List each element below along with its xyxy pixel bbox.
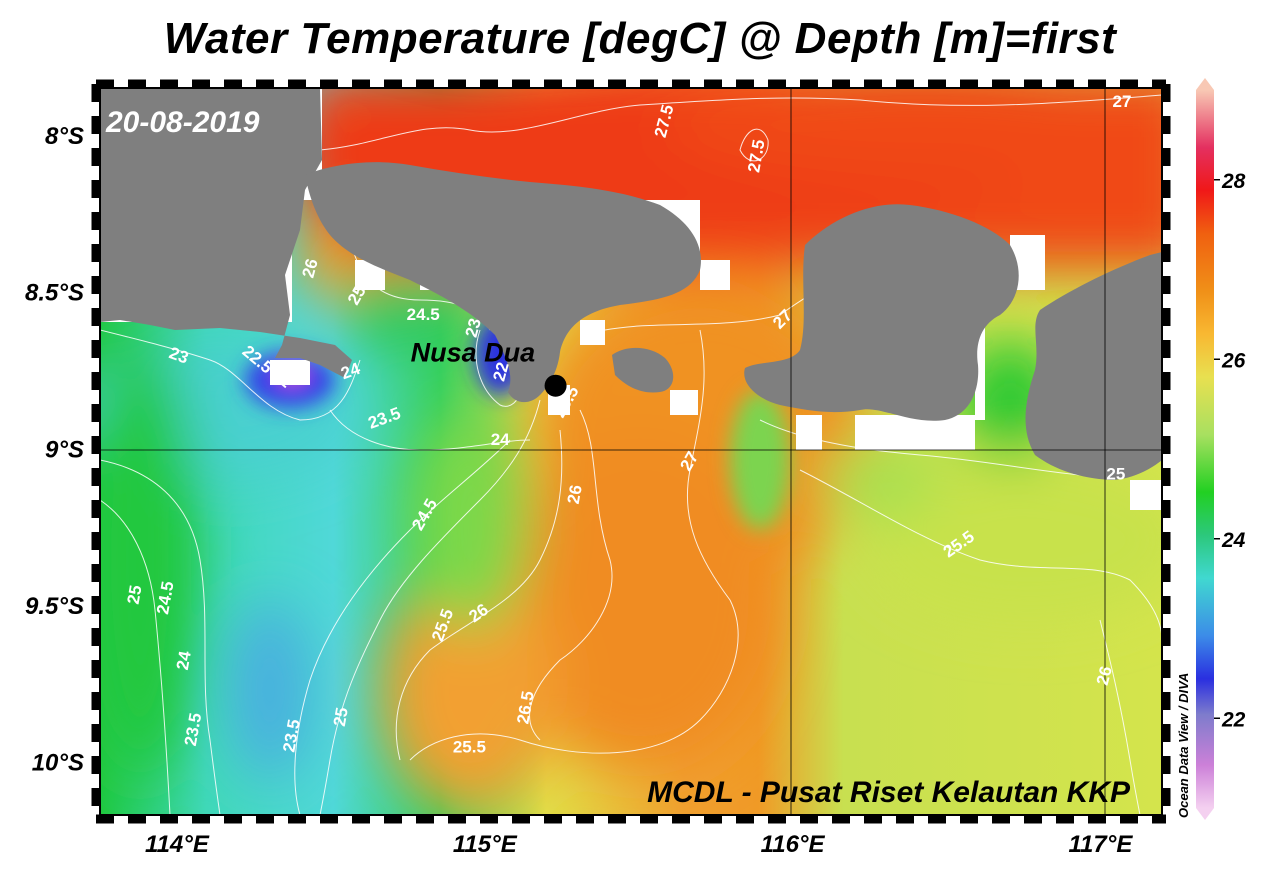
lon-tick-label: 117°E bbox=[1068, 831, 1133, 858]
contour-lines bbox=[100, 94, 1162, 815]
colorbar-tick-label: 28 bbox=[1221, 170, 1246, 193]
lon-tick-label: 115°E bbox=[453, 831, 518, 858]
colorbar: 22 24 26 28 bbox=[1196, 78, 1246, 820]
credit-label: MCDL - Pusat Riset Kelautan KKP bbox=[647, 776, 1131, 809]
sumbawa-island bbox=[1025, 252, 1162, 480]
colorbar-tick-label: 26 bbox=[1221, 349, 1246, 372]
map-title: Water Temperature [degC] @ Depth [m]=fir… bbox=[163, 14, 1117, 63]
date-label: 20-08-2019 bbox=[105, 106, 260, 139]
lombok-island bbox=[744, 204, 1019, 421]
contour-label: 22 bbox=[489, 360, 512, 383]
contour-label: 24 bbox=[173, 649, 195, 671]
java-island bbox=[100, 88, 352, 378]
colorbar-bottom-arrow bbox=[1196, 808, 1214, 820]
contour-label: 23 bbox=[462, 316, 485, 339]
station-marker[interactable]: Nusa Dua bbox=[411, 338, 567, 397]
software-label: Ocean Data View / DIVA bbox=[1176, 673, 1191, 818]
contour-label: 25 bbox=[330, 706, 352, 728]
contour-label: 25.5 bbox=[453, 737, 486, 756]
colorbar-tick-label: 22 bbox=[1221, 708, 1246, 731]
contour-label: 26 bbox=[564, 483, 586, 505]
contour-label: 27 bbox=[1113, 92, 1132, 111]
lat-tick-label: 8.5°S bbox=[25, 280, 84, 307]
lat-tick-label: 9.5°S bbox=[25, 593, 84, 620]
contour-label: 25 bbox=[1106, 465, 1125, 484]
colorbar-tick-label: 24 bbox=[1221, 529, 1246, 552]
colorbar-top-arrow bbox=[1196, 78, 1214, 90]
lat-tick-label: 9°S bbox=[45, 436, 84, 463]
station-label: Nusa Dua bbox=[411, 338, 536, 368]
nusa-penida-island bbox=[612, 347, 674, 393]
contour-label: 24.5 bbox=[407, 305, 440, 324]
lon-tick-label: 116°E bbox=[761, 831, 826, 858]
map-frame bbox=[91, 79, 1171, 824]
colorbar-tick-labels: 22 24 26 28 bbox=[1214, 170, 1246, 731]
contour-label: 26 bbox=[299, 257, 322, 280]
contour-label: 24 bbox=[491, 430, 510, 449]
nusa-dua-marker[interactable] bbox=[544, 374, 567, 397]
contour-label: 26 bbox=[1093, 664, 1116, 687]
lon-tick-label: 114°E bbox=[145, 831, 210, 858]
lat-tick-labels: 8°S 8.5°S 9°S 9.5°S 10°S bbox=[25, 123, 84, 777]
land-masses bbox=[100, 88, 1162, 480]
contour-label: 25 bbox=[124, 584, 146, 606]
lat-tick-label: 10°S bbox=[32, 750, 84, 777]
colorbar-scale bbox=[1196, 90, 1214, 808]
grid-lines bbox=[100, 88, 1162, 815]
lon-tick-labels: 114°E 115°E 116°E 117°E bbox=[145, 831, 1133, 858]
lat-tick-label: 8°S bbox=[45, 123, 84, 150]
bali-island bbox=[305, 162, 701, 403]
